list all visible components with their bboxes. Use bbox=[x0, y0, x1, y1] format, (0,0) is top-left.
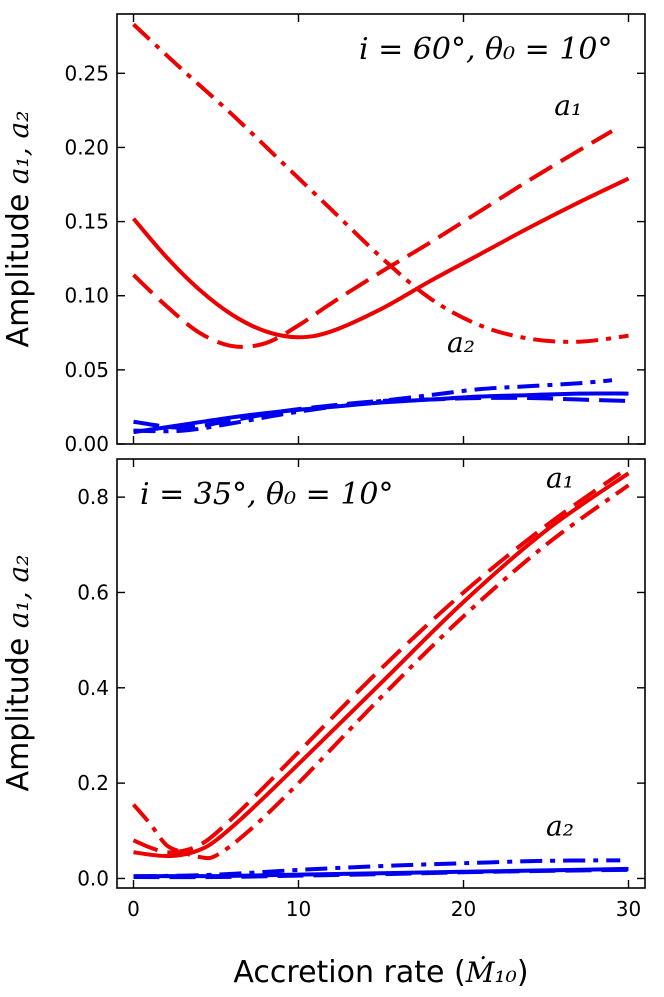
x-axis-label-math: Ṁ₁₀ bbox=[465, 956, 517, 989]
top-y-tick-label: 0.25 bbox=[64, 61, 109, 85]
top-panel-series bbox=[131, 22, 630, 435]
top-y-tick-label: 0.10 bbox=[64, 284, 109, 308]
bottom-panel-ylabel: Amplitude a₁, a₂ bbox=[1, 555, 36, 792]
bottom-series-line bbox=[133, 471, 630, 859]
top-y-tick-label: 0.20 bbox=[64, 135, 109, 159]
top-series-line bbox=[133, 378, 613, 434]
top-series-line bbox=[132, 22, 629, 344]
top-series-line bbox=[131, 176, 630, 340]
x-axis-label-end: ) bbox=[517, 955, 529, 990]
top-curve-label: a₂ bbox=[447, 326, 475, 359]
top-panel-curve-labels: a₁ a₂ bbox=[447, 89, 582, 359]
bottom-series-line bbox=[132, 471, 622, 855]
bottom-panel-series bbox=[131, 471, 630, 880]
top-y-tick-label: 0.00 bbox=[64, 432, 109, 456]
bottom-curve-label: a₁ bbox=[546, 462, 574, 495]
bottom-panel-ticks: 0.0 0.2 0.4 0.6 0.8 0 10 20 30 bbox=[77, 459, 645, 921]
top-panel-ylabel: Amplitude a₁, a₂ bbox=[1, 111, 36, 348]
bottom-series-line bbox=[133, 867, 629, 880]
top-y-tick-label: 0.05 bbox=[64, 358, 109, 382]
bottom-x-tick-label: 10 bbox=[286, 897, 311, 921]
top-panel-frame bbox=[116, 13, 646, 445]
bottom-y-tick-label: 0.8 bbox=[77, 485, 109, 509]
bottom-panel: 0.0 0.2 0.4 0.6 0.8 0 10 20 30 a₁ a₂ i = 35°, θ₀ … bbox=[1, 458, 646, 990]
top-series-line bbox=[132, 129, 614, 349]
bottom-y-tick-label: 0.4 bbox=[77, 676, 109, 700]
top-series-line bbox=[133, 395, 629, 430]
bottom-x-tick-label: 0 bbox=[127, 897, 140, 921]
top-curve-label: a₁ bbox=[554, 89, 582, 122]
bottom-x-tick-label: 20 bbox=[451, 897, 476, 921]
x-axis-label-text: Accretion rate ( bbox=[233, 955, 465, 990]
top-y-tick-label: 0.15 bbox=[64, 210, 109, 234]
bottom-panel-ylabel-math: a₁, a₂ bbox=[2, 555, 35, 629]
bottom-y-tick-label: 0.2 bbox=[77, 771, 109, 795]
bottom-panel-frame bbox=[116, 458, 646, 889]
top-panel: 0.00 0.05 0.10 0.15 0.20 0.25 a₁ a₂ i = 60°, θ… bbox=[1, 13, 646, 456]
top-panel-ylabel-text: Amplitude bbox=[1, 184, 36, 347]
top-panel-ticks: 0.00 0.05 0.10 0.15 0.20 0.25 bbox=[64, 14, 645, 456]
bottom-series-line bbox=[133, 858, 621, 879]
bottom-y-tick-label: 0.0 bbox=[77, 866, 109, 890]
bottom-curve-label: a₂ bbox=[546, 810, 574, 843]
bottom-series-line bbox=[131, 483, 630, 861]
top-panel-ylabel-math: a₁, a₂ bbox=[2, 111, 35, 185]
top-panel-annotation: i = 60°, θ₀ = 10° bbox=[359, 32, 613, 67]
x-axis-label: Accretion rate (Ṁ₁₀) bbox=[233, 955, 528, 990]
bottom-panel-ylabel-text: Amplitude bbox=[1, 628, 36, 791]
bottom-panel-curve-labels: a₁ a₂ bbox=[546, 462, 574, 843]
bottom-y-tick-label: 0.6 bbox=[77, 580, 109, 604]
bottom-x-tick-label: 30 bbox=[616, 897, 641, 921]
bottom-panel-annotation: i = 35°, θ₀ = 10° bbox=[140, 477, 394, 512]
